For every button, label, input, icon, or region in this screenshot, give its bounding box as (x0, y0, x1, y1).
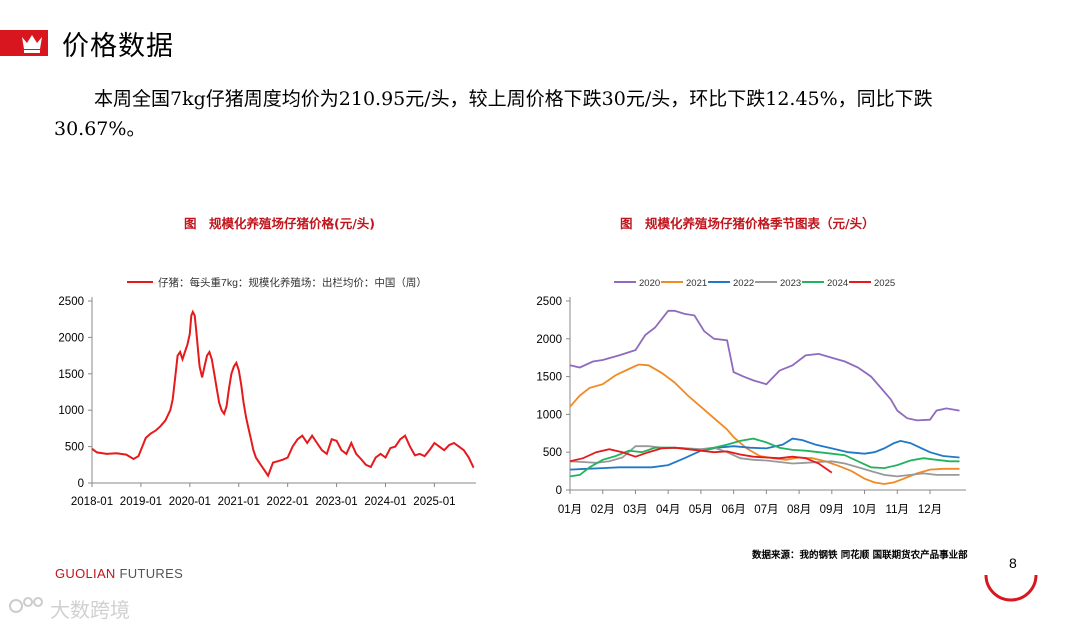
brand-logo: GUOLIAN FUTURES (55, 566, 183, 581)
left-chart-x-tick-label: 2019-01 (120, 496, 162, 508)
right-chart-title: 图 规模化养殖场仔猪价格季节图表（元/头） (620, 216, 875, 231)
right-chart-legend-label-2022: 2022 (733, 278, 754, 289)
right-chart-y-tick-label: 1500 (536, 372, 562, 384)
right-chart-series-2023 (569, 445, 960, 478)
left-chart-x-tick-label: 2020-01 (169, 496, 211, 508)
left-chart-x-tick-label: 2022-01 (267, 496, 309, 508)
left-chart-x-tick-label: 2024-01 (364, 496, 406, 508)
right-chart-x-tick-label: 09月 (820, 504, 844, 516)
right-chart-x-tick-label: 05月 (689, 504, 713, 516)
right-chart-y-tick-label: 1000 (536, 409, 562, 421)
left-chart-y-tick-label: 2500 (58, 296, 84, 308)
left-chart-series-line (91, 309, 475, 478)
page-badge (984, 574, 1038, 602)
right-chart-x-tick-label: 11月 (886, 504, 909, 516)
right-chart-x-tick-label: 06月 (721, 504, 745, 516)
summary-paragraph: 本周全国7kg仔猪周度均价为210.95元/头，较上周价格下跌30元/头，环比下… (54, 88, 933, 140)
right-chart-series-2021 (569, 363, 960, 485)
right-chart-legend-label-2020: 2020 (639, 278, 660, 289)
right-chart-x-tick-label: 10月 (852, 504, 876, 516)
right-chart-legend-label-2021: 2021 (686, 278, 707, 289)
right-chart-series-2024 (569, 437, 960, 478)
right-chart-x-tick-label: 02月 (591, 504, 615, 516)
right-chart-y-tick-label: 0 (556, 485, 562, 497)
left-chart-legend-label: 仔猪：每头重7kg：规模化养殖场：出栏均价：中国（周） (158, 276, 427, 289)
left-chart-y-tick-label: 1000 (58, 405, 84, 417)
right-chart-legend-label-2024: 2024 (827, 278, 848, 289)
right-chart-series-2020 (569, 309, 960, 422)
left-chart-y-tick-label: 2000 (58, 332, 84, 344)
right-chart-x-tick-label: 07月 (754, 504, 778, 516)
watermark-icon (9, 597, 43, 613)
page-number: 8 (1009, 555, 1017, 571)
brand-suffix: FUTURES (119, 566, 184, 581)
right-chart-x-tick-label: 04月 (656, 504, 680, 516)
watermark: 大数跨境 (50, 598, 130, 622)
right-chart-y-tick-label: 500 (543, 447, 562, 459)
right-chart-legend-label-2025: 2025 (874, 278, 895, 289)
left-chart-x-tick-label: 2021-01 (218, 496, 260, 508)
data-source: 数据来源：我的钢铁 同花顺 国联期货农产品事业部 (752, 550, 968, 561)
left-chart-y-tick-label: 1500 (58, 369, 84, 381)
left-chart-y-tick-label: 0 (78, 478, 84, 490)
left-chart-title: 图 规模化养殖场仔猪价格(元/头) (184, 216, 375, 231)
left-chart-x-tick-label: 2025-01 (413, 496, 455, 508)
left-chart-x-tick-label: 2018-01 (71, 496, 113, 508)
right-chart-x-tick-label: 08月 (787, 504, 811, 516)
left-chart-y-tick-label: 500 (65, 442, 84, 454)
right-chart-x-tick-label: 03月 (623, 504, 647, 516)
right-chart-series-2022 (569, 437, 960, 471)
right-chart-x-tick-label: 12月 (918, 504, 942, 516)
page-title: 价格数据 (62, 31, 174, 62)
right-chart-legend-label-2023: 2023 (780, 278, 801, 289)
right-chart-y-tick-label: 2000 (536, 334, 562, 346)
right-chart-x-tick-label: 01月 (558, 504, 582, 516)
left-chart-x-tick-label: 2023-01 (315, 496, 357, 508)
brand-name: GUOLIAN (55, 566, 116, 581)
right-chart-y-tick-label: 2500 (536, 296, 562, 308)
right-chart-series-2025 (569, 446, 833, 474)
crown-icon (22, 35, 42, 53)
